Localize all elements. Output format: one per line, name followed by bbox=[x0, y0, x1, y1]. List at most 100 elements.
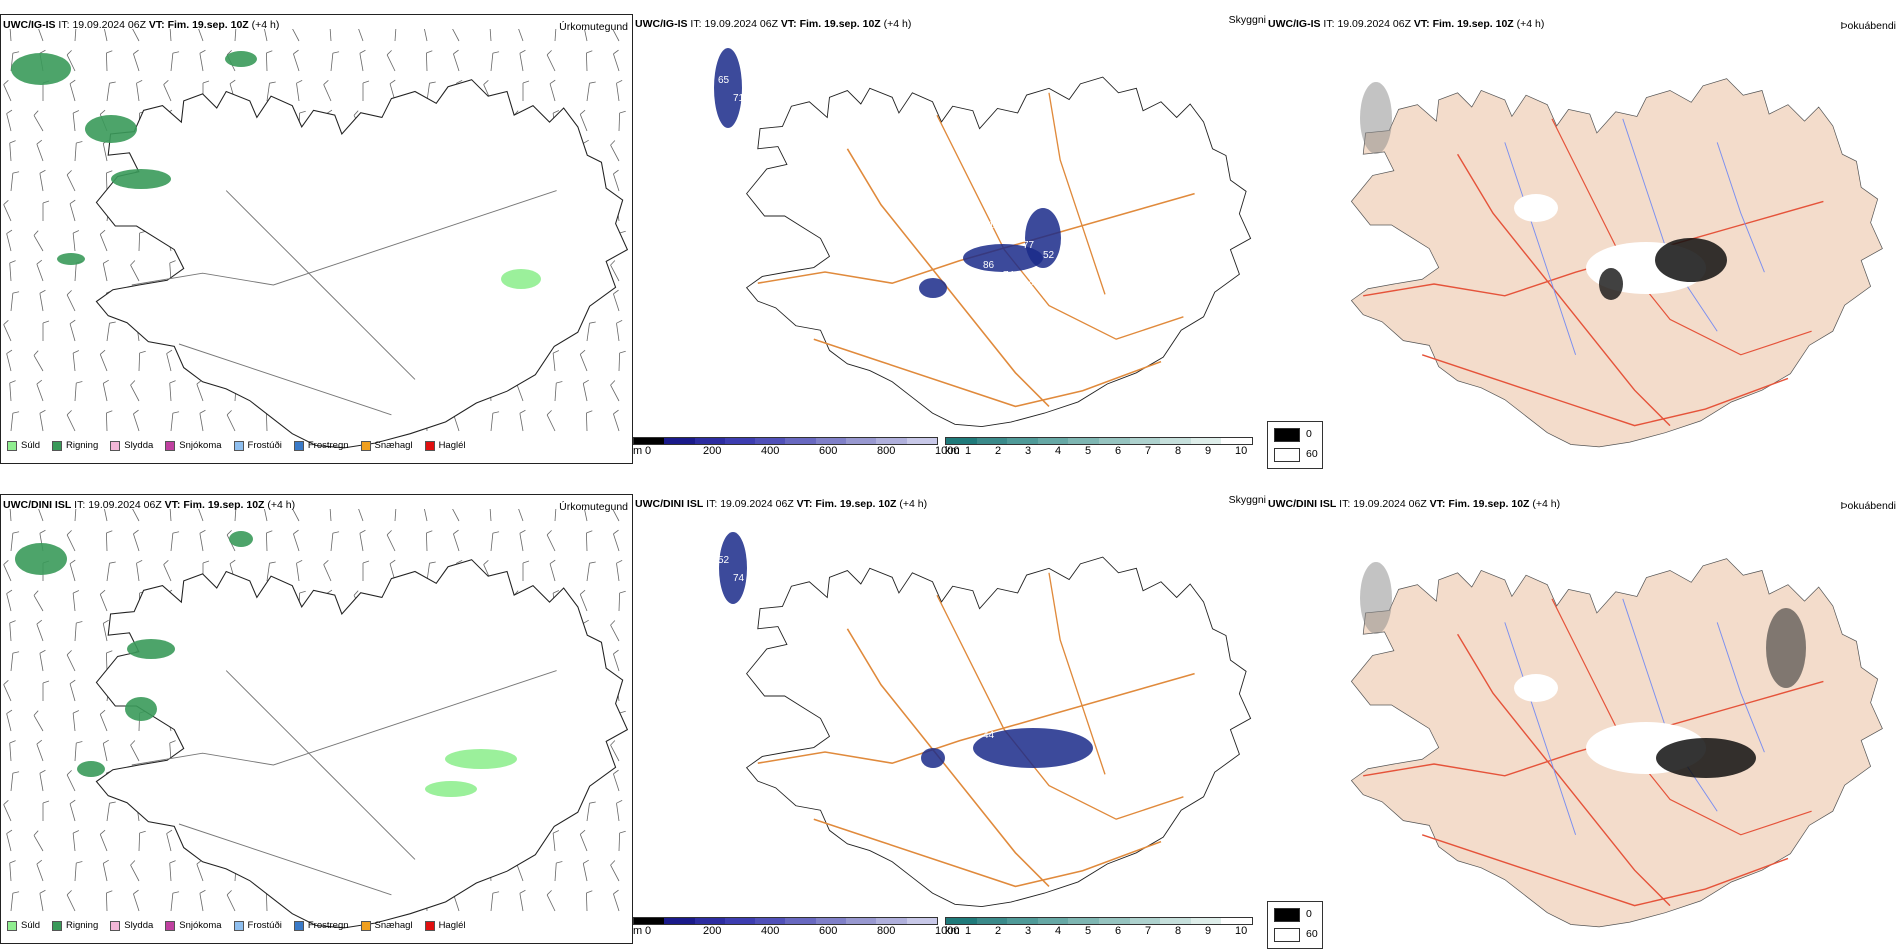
legend-swatch bbox=[424, 440, 435, 451]
cloud-key-black-swatch bbox=[1274, 908, 1300, 922]
cloud-key-black-swatch bbox=[1274, 428, 1300, 442]
legend-item-7: Haglél bbox=[424, 920, 466, 931]
panel-header: UWC/DINI ISL IT: 19.09.2024 06Z VT: Fim.… bbox=[635, 498, 927, 510]
visibility-value-label: 43 bbox=[1003, 700, 1015, 711]
elevation-tick: 200 bbox=[703, 925, 722, 937]
visibility-value-label: 52 bbox=[1023, 280, 1035, 291]
visibility-value-label: 2 bbox=[1043, 290, 1049, 301]
panel-header: UWC/DINI ISL IT: 19.09.2024 06Z VT: Fim.… bbox=[1268, 498, 1560, 510]
lead-time: (+4 h) bbox=[883, 18, 912, 30]
precip-type-map bbox=[3, 29, 628, 449]
legend-item-1: Rigning bbox=[52, 920, 98, 931]
visibility-tick: 4 bbox=[1055, 925, 1062, 937]
lead-time: (+4 h) bbox=[1516, 18, 1545, 30]
vt-label: VT: bbox=[164, 499, 181, 511]
visibility-value-label: 46 bbox=[733, 627, 745, 638]
visibility-value-label: 51 bbox=[718, 609, 730, 620]
vt-label: VT: bbox=[796, 498, 813, 510]
legend-label: Snjókoma bbox=[179, 440, 222, 451]
visibility-value-label: 5 bbox=[733, 147, 739, 158]
panel-title: Skyggni bbox=[1228, 494, 1266, 506]
legend-item-7: Haglél bbox=[424, 440, 466, 451]
visibility-panel-top: UWC/IG-IS IT: 19.09.2024 06Z VT: Fim. 19… bbox=[633, 14, 1323, 469]
legend-swatch bbox=[360, 920, 371, 931]
panel-header: UWC/IG-IS IT: 19.09.2024 06Z VT: Fim. 19… bbox=[3, 19, 279, 31]
legend-label: Rigning bbox=[66, 440, 99, 451]
legend-swatch bbox=[110, 920, 121, 931]
visibility-value-label: 52 bbox=[718, 183, 730, 194]
legend-label: Slydda bbox=[124, 920, 154, 931]
visibility-tick: 8 bbox=[1175, 925, 1182, 937]
model-name: UWC/IG-IS bbox=[3, 19, 56, 31]
vt-label: VT: bbox=[148, 19, 165, 31]
elevation-tick: 200 bbox=[703, 445, 722, 457]
legend-swatch bbox=[110, 440, 121, 451]
cloud-key-white-swatch bbox=[1274, 448, 1300, 462]
it-label: IT: bbox=[690, 18, 702, 30]
legend-label: Haglél bbox=[438, 920, 466, 931]
fog-map bbox=[1350, 558, 1883, 928]
panel-header: UWC/DINI ISL IT: 19.09.2024 06Z VT: Fim.… bbox=[3, 499, 295, 511]
vt-value: Fim. 19.sep. 10Z bbox=[167, 19, 249, 31]
visibility-tick: 6 bbox=[1115, 445, 1122, 457]
panel-title: Úrkomutegund bbox=[559, 501, 628, 513]
panel-title: Þokuábendi bbox=[1840, 20, 1896, 32]
legend-item-0: Súld bbox=[7, 920, 40, 931]
legend-item-3: Snjókoma bbox=[165, 440, 222, 451]
legend-swatch bbox=[424, 920, 435, 931]
legend-swatch bbox=[165, 920, 176, 931]
visibility-tick: 10 bbox=[1235, 445, 1248, 457]
visibility-tick: 7 bbox=[1145, 445, 1152, 457]
visibility-tick: 1 bbox=[965, 445, 972, 457]
legend-item-6: Snæhagl bbox=[360, 440, 413, 451]
visibility-panel-bottom: UWC/DINI ISL IT: 19.09.2024 06Z VT: Fim.… bbox=[633, 494, 1323, 949]
model-name: UWC/DINI ISL bbox=[1268, 498, 1337, 510]
it-value: 19.09.2024 06Z bbox=[88, 499, 162, 511]
it-label: IT: bbox=[74, 499, 86, 511]
elevation-tick: 600 bbox=[819, 925, 838, 937]
visibility-tick: 9 bbox=[1205, 445, 1212, 457]
visibility-value-label: 59 bbox=[1043, 720, 1055, 731]
model-name: UWC/DINI ISL bbox=[635, 498, 704, 510]
legend-swatch bbox=[293, 920, 304, 931]
it-value: 19.09.2024 06Z bbox=[720, 498, 794, 510]
visibility-value-label: 86 bbox=[983, 260, 995, 271]
precip-type-legend: Súld Rigning Slydda Snjókoma Frostúði Frostre… bbox=[7, 440, 466, 451]
visibility-tick: 5 bbox=[1085, 445, 1092, 457]
cloud-key-black-label: 0 bbox=[1306, 428, 1312, 440]
legend-item-5: Frostregn bbox=[293, 440, 349, 451]
lead-time: (+4 h) bbox=[899, 498, 928, 510]
legend-item-3: Snjókoma bbox=[165, 920, 222, 931]
panel-header: UWC/IG-IS IT: 19.09.2024 06Z VT: Fim. 19… bbox=[635, 18, 911, 30]
legend-swatch bbox=[233, 920, 244, 931]
vt-value: Fim. 19.sep. 10Z bbox=[799, 18, 881, 30]
elevation-tick: 800 bbox=[877, 445, 896, 457]
elevation-unit: m bbox=[633, 445, 643, 457]
model-name: UWC/IG-IS bbox=[1268, 18, 1321, 30]
it-value: 19.09.2024 06Z bbox=[704, 18, 778, 30]
legend-item-2: Slydda bbox=[110, 920, 153, 931]
legend-item-5: Frostregn bbox=[293, 920, 349, 931]
legend-swatch bbox=[165, 440, 176, 451]
visibility-value-label: 7 bbox=[733, 201, 739, 212]
it-value: 19.09.2024 06Z bbox=[1353, 498, 1427, 510]
legend-label: Frostúði bbox=[247, 440, 282, 451]
legend-label: Snjókoma bbox=[179, 920, 222, 931]
precip-type-legend: Súld Rigning Slydda Snjókoma Frostúði Frostre… bbox=[7, 920, 466, 931]
elevation-tick: 600 bbox=[819, 445, 838, 457]
visibility-tick: 3 bbox=[1025, 925, 1032, 937]
visibility-tick: 5 bbox=[1085, 925, 1092, 937]
model-name: UWC/IG-IS bbox=[635, 18, 688, 30]
precip-type-map bbox=[3, 509, 628, 929]
precip-type-panel-bottom: UWC/DINI ISL IT: 19.09.2024 06Z VT: Fim.… bbox=[0, 494, 633, 944]
vt-label: VT: bbox=[1413, 18, 1430, 30]
legend-item-4: Frostúði bbox=[233, 920, 282, 931]
visibility-unit: km bbox=[945, 925, 960, 937]
vt-value: Fim. 19.sep. 10Z bbox=[815, 498, 897, 510]
fog-map bbox=[1350, 78, 1883, 448]
visibility-value-label: 16 bbox=[1023, 710, 1035, 721]
visibility-value-label: 22 bbox=[748, 591, 760, 602]
visibility-value-label: 44 bbox=[983, 730, 995, 741]
